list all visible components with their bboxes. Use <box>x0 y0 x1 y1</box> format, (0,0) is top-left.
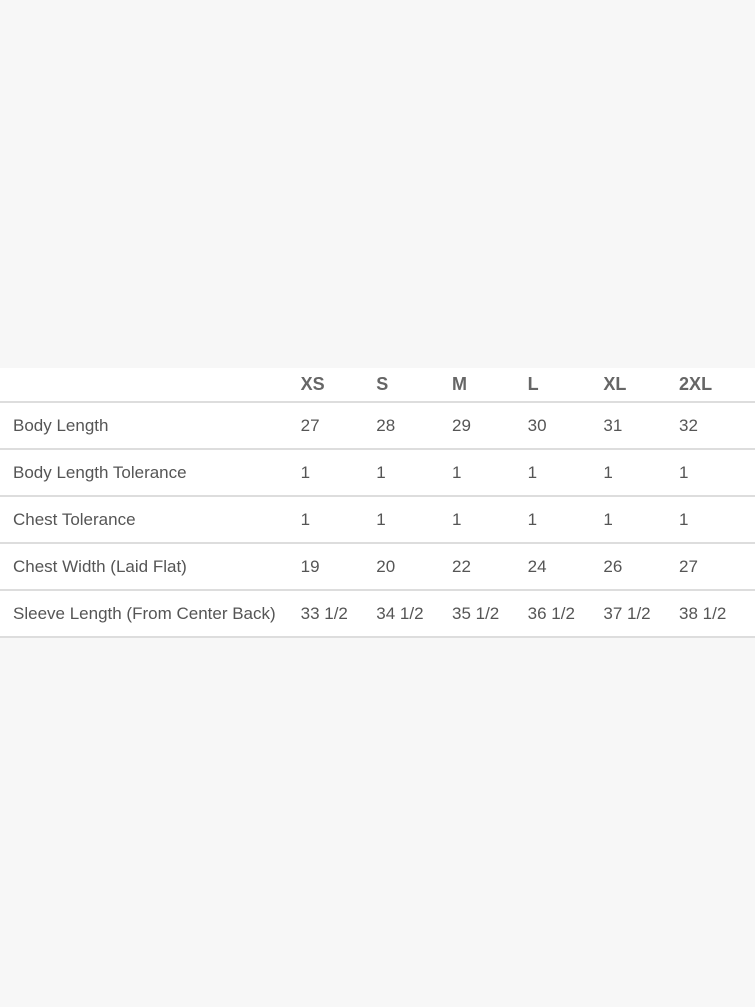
measurement-cell: 1 <box>451 462 462 482</box>
size-header: 2XL <box>679 374 713 394</box>
size-header: L <box>527 374 539 394</box>
measurement-cell: 1 <box>527 509 538 529</box>
measurement-cell: 28 <box>376 415 396 435</box>
size-header: XL <box>603 374 627 394</box>
measurement-cell: 35 1/2 <box>451 603 500 623</box>
row-label: Chest Width (Laid Flat) <box>13 556 187 576</box>
header-blank <box>0 368 301 402</box>
measurement-cell: 1 <box>376 462 386 482</box>
measurement-cell: 1 <box>527 462 538 482</box>
row-label: Chest Tolerance <box>13 509 136 529</box>
measurement-cell: 29 <box>451 415 471 435</box>
measurement-cell: 36 1/2 <box>527 603 575 623</box>
row-label: Body Length <box>13 415 109 435</box>
measurement-cell: 1 <box>300 462 311 482</box>
measurement-cell: 1 <box>451 509 462 529</box>
table-row: Chest Width (Laid Flat) 19 20 22 24 26 27 <box>0 543 755 590</box>
row-label: Body Length Tolerance <box>13 462 187 482</box>
measurement-cell: 38 1/2 <box>679 603 727 623</box>
measurement-cell: 32 <box>679 415 698 435</box>
measurement-cell: 1 <box>603 462 613 482</box>
table-row: Body Length Tolerance 1 1 1 1 1 1 <box>0 449 755 496</box>
measurement-cell: 1 <box>603 509 613 529</box>
measurement-cell: 27 <box>300 415 320 435</box>
table-row: Sleeve Length (From Center Back) 33 1/2 34… <box>0 590 755 637</box>
measurement-cell: 33 1/2 <box>300 603 348 623</box>
measurement-cell: 19 <box>300 556 320 576</box>
header-row: XS S M L XL 2XL <box>0 368 755 402</box>
measurement-cell: 37 1/2 <box>603 603 651 623</box>
row-label: Sleeve Length (From Center Back) <box>13 603 276 623</box>
measurement-cell: 30 <box>527 415 547 435</box>
measurement-cell: 26 <box>603 556 623 576</box>
size-header: M <box>451 374 467 394</box>
measurement-cell: 20 <box>376 556 396 576</box>
table-row: Chest Tolerance 1 1 1 1 1 1 <box>0 496 755 543</box>
measurement-cell: 27 <box>679 556 698 576</box>
measurement-cell: 1 <box>300 509 311 529</box>
measurement-cell: 24 <box>527 556 547 576</box>
table-row: Body Length 27 28 29 30 31 32 <box>0 402 755 449</box>
measurement-cell: 31 <box>603 415 623 435</box>
size-header: XS <box>300 374 325 394</box>
measurement-cell: 1 <box>376 509 386 529</box>
measurement-cell: 34 1/2 <box>376 603 424 623</box>
measurement-cell: 1 <box>679 509 689 529</box>
size-chart-table: XS S M L XL 2XL Body Length 27 28 29 30 31 32 B… <box>0 368 755 638</box>
size-header: S <box>376 374 389 394</box>
measurement-cell: 1 <box>679 462 689 482</box>
measurement-cell: 22 <box>451 556 471 576</box>
